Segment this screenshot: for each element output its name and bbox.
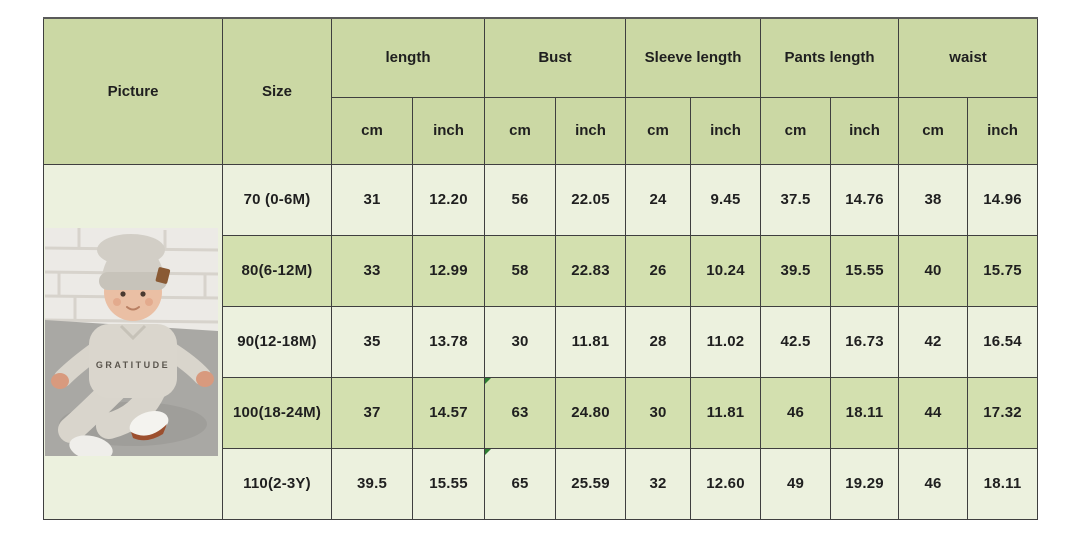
value-cell: 37 bbox=[331, 376, 413, 449]
value-cell: 26 bbox=[625, 234, 691, 307]
unit-header-length-inch: inch bbox=[412, 96, 485, 165]
value-cell: 46 bbox=[760, 376, 832, 449]
value-cell: 22.83 bbox=[555, 234, 626, 307]
unit-header-sleeve-cm: cm bbox=[625, 96, 691, 165]
column-header-bust: Bust bbox=[484, 17, 626, 98]
size-chart-table: Picture Size length Bust Sleeve length P… bbox=[43, 17, 1039, 520]
page: Picture Size length Bust Sleeve length P… bbox=[43, 17, 1039, 520]
unit-header-bust-inch: inch bbox=[555, 96, 626, 165]
table-row: 110(2-3Y) 39.5 15.55 65 25.59 32 12.60 4… bbox=[44, 447, 1039, 520]
value-cell: 15.75 bbox=[967, 234, 1039, 307]
value-cell: 30 bbox=[484, 305, 556, 378]
unit-header-length-cm: cm bbox=[331, 96, 413, 165]
value-cell: 65 bbox=[484, 447, 556, 520]
value-cell: 11.02 bbox=[689, 305, 762, 378]
value-cell: 14.57 bbox=[412, 376, 485, 449]
unit-header-waist-cm: cm bbox=[898, 96, 969, 165]
table-row: GRATITUDE 7 bbox=[43, 163, 1039, 520]
value-cell: 37.5 bbox=[760, 163, 832, 236]
value-cell: 10.24 bbox=[689, 234, 762, 307]
value-cell: 46 bbox=[898, 447, 969, 520]
value-cell: 13.78 bbox=[412, 305, 485, 378]
value-cell: 49 bbox=[760, 447, 832, 520]
value-cell: 63 bbox=[484, 376, 556, 449]
unit-header-waist-inch: inch bbox=[967, 96, 1039, 165]
baby-photo: GRATITUDE bbox=[45, 227, 218, 456]
value-cell: 24.80 bbox=[555, 376, 626, 449]
value-cell: 12.20 bbox=[412, 163, 485, 236]
column-header-size: Size bbox=[222, 17, 332, 165]
value-cell: 9.45 bbox=[689, 163, 762, 236]
value-cell: 15.55 bbox=[830, 234, 900, 307]
value-cell: 38 bbox=[898, 163, 969, 236]
value-cell: 22.05 bbox=[555, 163, 626, 236]
size-cell: 90(12-18M) bbox=[222, 305, 332, 378]
value-cell: 42.5 bbox=[760, 305, 832, 378]
value-cell: 40 bbox=[898, 234, 969, 307]
unit-header-bust-cm: cm bbox=[484, 96, 556, 165]
unit-header-pants-cm: cm bbox=[760, 96, 832, 165]
value-cell: 11.81 bbox=[689, 376, 762, 449]
unit-header-pants-inch: inch bbox=[830, 96, 900, 165]
column-header-picture: Picture bbox=[43, 17, 223, 165]
value-cell: 28 bbox=[625, 305, 691, 378]
value-cell: 15.55 bbox=[412, 447, 485, 520]
value-cell: 17.32 bbox=[967, 376, 1039, 449]
value-cell: 18.11 bbox=[967, 447, 1039, 520]
value-cell: 14.76 bbox=[830, 163, 900, 236]
value-cell: 12.99 bbox=[412, 234, 485, 307]
value-cell: 33 bbox=[331, 234, 413, 307]
value-cell: 42 bbox=[898, 305, 969, 378]
column-header-sleeve-length: Sleeve length bbox=[624, 17, 762, 98]
value-cell: 11.81 bbox=[555, 305, 626, 378]
value-cell: 24 bbox=[625, 163, 691, 236]
value-cell: 16.73 bbox=[830, 305, 900, 378]
value-cell: 35 bbox=[331, 305, 413, 378]
unit-header-sleeve-inch: inch bbox=[689, 96, 762, 165]
value-cell: 19.29 bbox=[830, 447, 900, 520]
column-header-waist: waist bbox=[898, 17, 1039, 98]
value-cell: 25.59 bbox=[555, 447, 626, 520]
table-row: 80(6-12M) 33 12.99 58 22.83 26 10.24 39.… bbox=[44, 234, 1039, 307]
value-cell: 39.5 bbox=[760, 234, 832, 307]
value-cell: 30 bbox=[625, 376, 691, 449]
shirt-text: GRATITUDE bbox=[96, 360, 170, 370]
value-cell: 16.54 bbox=[967, 305, 1039, 378]
size-cell: 70 (0-6M) bbox=[222, 163, 332, 236]
column-header-length: length bbox=[331, 17, 485, 98]
table-row: 90(12-18M) 35 13.78 30 11.81 28 11.02 42… bbox=[44, 305, 1039, 378]
size-cell: 80(6-12M) bbox=[222, 234, 332, 307]
value-cell: 56 bbox=[484, 163, 556, 236]
value-cell: 12.60 bbox=[689, 447, 762, 520]
value-cell: 31 bbox=[331, 163, 413, 236]
value-cell: 18.11 bbox=[830, 376, 900, 449]
value-cell: 39.5 bbox=[331, 447, 413, 520]
value-cell: 32 bbox=[625, 447, 691, 520]
size-cell: 110(2-3Y) bbox=[222, 447, 332, 520]
column-header-pants-length: Pants length bbox=[760, 17, 900, 98]
value-cell: 44 bbox=[898, 376, 969, 449]
picture-cell: GRATITUDE bbox=[43, 163, 223, 520]
value-cell: 58 bbox=[484, 234, 556, 307]
size-cell: 100(18-24M) bbox=[222, 376, 332, 449]
value-cell: 14.96 bbox=[967, 163, 1039, 236]
